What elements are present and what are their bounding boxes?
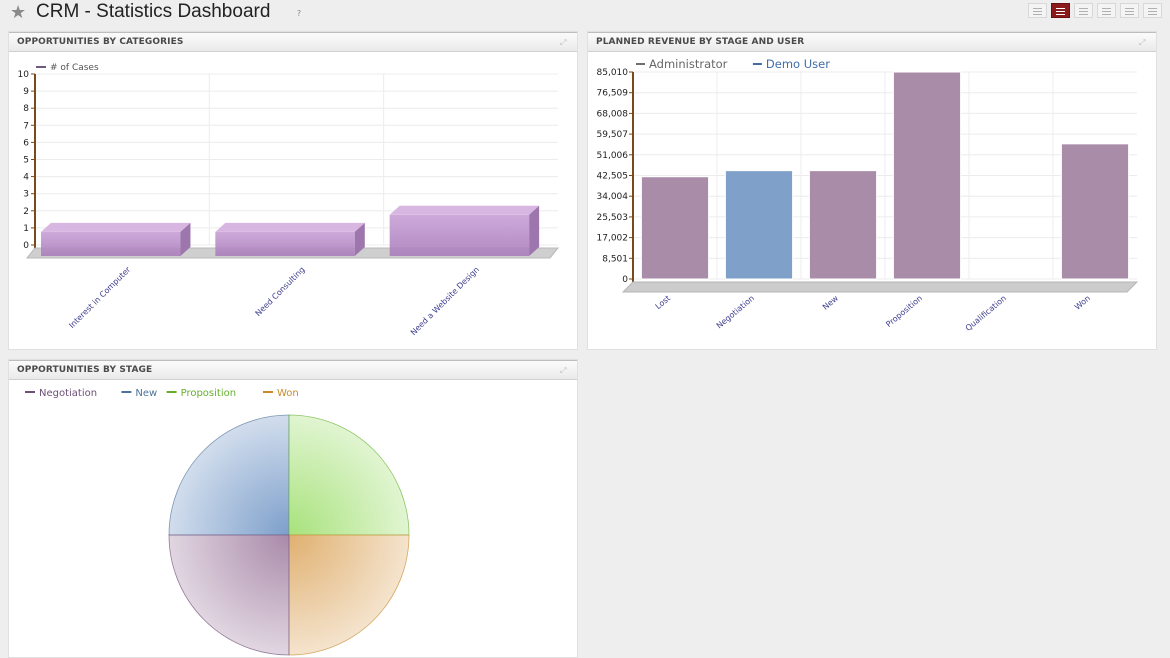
pie-slice-negotiation [168, 534, 290, 656]
bar-lost [640, 176, 710, 280]
list-view-icon[interactable] [1028, 3, 1047, 18]
view-switcher [1028, 3, 1162, 19]
y-tick-label: 9 [23, 87, 29, 97]
form-view-icon[interactable] [1097, 3, 1116, 18]
help-icon[interactable]: ? [296, 9, 302, 18]
pie-slice-new [168, 414, 290, 536]
drag-handle-icon[interactable]: ⤢ [560, 38, 567, 47]
y-tick-label: 10 [18, 70, 30, 80]
grid-view-icon[interactable] [1143, 3, 1162, 18]
panel-title: PLANNED REVENUE BY STAGE AND USER [596, 37, 805, 47]
y-tick-label: 59,507 [597, 130, 629, 140]
y-tick-label: 34,004 [597, 192, 629, 202]
legend-label: Proposition [181, 388, 236, 399]
bar-side [354, 222, 365, 256]
chart-floor [621, 281, 1139, 293]
y-tick-label: 8,501 [602, 254, 628, 264]
y-tick-label: 51,006 [597, 151, 629, 161]
panel-header: PLANNED REVENUE BY STAGE AND USER ⤢ [588, 32, 1156, 52]
bar-front [215, 231, 355, 256]
drag-handle-icon[interactable]: ⤢ [560, 366, 567, 375]
bar-side [529, 205, 540, 256]
x-tick-label: Proposition [884, 294, 924, 329]
x-tick-label: Interest in Computer [67, 265, 133, 331]
x-tick-label: Qualification [964, 294, 1008, 333]
bar-proposition [892, 71, 962, 280]
panel-opportunities-by-stage: OPPORTUNITIES BY STAGE ⤢ Negotiation New P… [8, 359, 578, 658]
legend-label: Negotiation [39, 388, 97, 399]
y-tick-label: 17,002 [597, 234, 629, 244]
y-tick-label: 4 [23, 173, 29, 183]
page-title: CRM - Statistics Dashboard [36, 1, 271, 22]
x-tick-label: Negotiation [715, 294, 756, 331]
bar-top [389, 205, 540, 215]
bar-new [808, 170, 878, 280]
x-tick-label: Lost [654, 294, 672, 312]
y-tick-label: 85,010 [597, 68, 629, 78]
y-tick-label: 42,505 [597, 172, 629, 182]
y-tick-label: 3 [23, 190, 29, 200]
legend-label: New [135, 388, 157, 399]
star-icon[interactable]: ★ [10, 2, 27, 23]
y-tick-label: 0 [23, 241, 29, 251]
x-tick-label: Need Consulting [254, 265, 307, 318]
bar-top [215, 222, 365, 232]
y-tick-label: 5 [23, 156, 29, 166]
bar-negotiation [724, 170, 794, 280]
panel-title: OPPORTUNITIES BY STAGE [17, 365, 153, 375]
x-tick-label: Won [1073, 294, 1092, 312]
categories-bar-chart: # of Cases 0 1 2 3 4 5 6 7 8 9 10 Interest in Comput… [18, 63, 560, 337]
legend-label: Demo User [766, 57, 830, 71]
y-tick-label: 68,008 [597, 109, 629, 119]
y-tick-label: 0 [622, 275, 628, 285]
x-tick-label: Need a Website Design [409, 265, 481, 337]
bar-front [389, 214, 530, 256]
y-tick-label: 76,509 [597, 89, 629, 99]
panel-title: OPPORTUNITIES BY CATEGORIES [17, 37, 184, 47]
drag-handle-icon[interactable]: ⤢ [1139, 38, 1146, 47]
pie-slice-won [288, 534, 410, 656]
legend-label: Administrator [649, 57, 728, 71]
bar-top [41, 222, 191, 232]
panel-planned-revenue: PLANNED REVENUE BY STAGE AND USER ⤢ Admi… [587, 31, 1157, 350]
bar-front [41, 231, 181, 256]
gantt-view-icon[interactable] [1120, 3, 1139, 18]
panel-header: OPPORTUNITIES BY CATEGORIES ⤢ [9, 32, 577, 52]
graph-view-icon[interactable] [1074, 3, 1093, 18]
page-header: ★ CRM - Statistics Dashboard ? [0, 0, 1170, 28]
y-tick-label: 2 [23, 207, 29, 217]
bar-side [180, 222, 191, 256]
y-tick-label: 25,503 [597, 213, 629, 223]
x-tick-label: New [821, 293, 841, 311]
stage-pie-chart: Negotiation New Proposition Won [25, 388, 410, 656]
y-tick-label: 1 [23, 224, 29, 234]
panel-opportunities-by-categories: OPPORTUNITIES BY CATEGORIES ⤢ # of Cases… [8, 31, 578, 350]
revenue-bar-chart: Administrator Demo User 0 8,501 17,002 25,503… [597, 57, 1139, 333]
panel-header: OPPORTUNITIES BY STAGE ⤢ [9, 360, 577, 380]
y-tick-label: 6 [23, 138, 29, 148]
y-tick-label: 8 [23, 104, 29, 114]
legend-label: Won [277, 388, 299, 399]
y-tick-label: 7 [23, 121, 29, 131]
bar-won [1060, 143, 1130, 280]
legend-label: # of Cases [50, 63, 99, 73]
pie-slice-proposition [288, 414, 410, 536]
dashboard-view-icon[interactable] [1051, 3, 1070, 18]
